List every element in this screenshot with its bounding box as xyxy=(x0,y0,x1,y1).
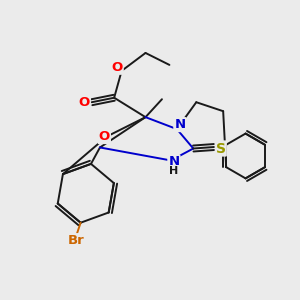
Text: N: N xyxy=(168,155,179,168)
Text: Br: Br xyxy=(68,234,85,247)
Text: O: O xyxy=(99,130,110,143)
Text: S: S xyxy=(216,142,226,155)
Text: O: O xyxy=(112,61,123,74)
Text: O: O xyxy=(79,96,90,109)
Text: H: H xyxy=(169,166,178,176)
Text: N: N xyxy=(174,118,185,131)
